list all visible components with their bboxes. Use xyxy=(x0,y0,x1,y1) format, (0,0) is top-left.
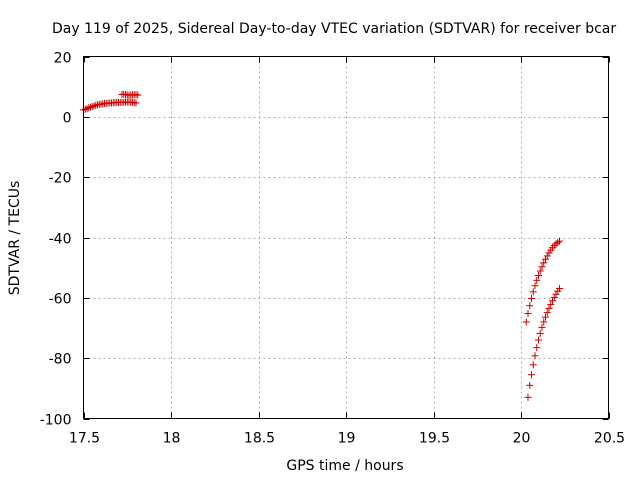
data-point-late-arc-2 xyxy=(549,297,556,305)
data-point-late-arc-2 xyxy=(526,381,534,389)
data-point-late-arc-1 xyxy=(533,276,541,284)
data-point-late-arc-1 xyxy=(531,282,539,290)
data-point-late-arc-1 xyxy=(536,267,544,275)
x-tick-label: 17.5 xyxy=(69,431,100,447)
data-point-late-arc-1 xyxy=(554,238,562,246)
data-point-late-arc-1 xyxy=(540,259,548,267)
data-point-late-arc-1 xyxy=(529,288,537,296)
data-point-early-arc-upper xyxy=(134,91,142,99)
data-point-late-arc-1 xyxy=(543,252,551,260)
data-point-late-arc-2 xyxy=(535,336,542,344)
data-point-late-arc-2 xyxy=(533,344,541,352)
x-tick-label: 19.5 xyxy=(419,431,450,447)
data-point-late-arc-1 xyxy=(538,263,546,271)
data-point-early-arc xyxy=(90,102,98,110)
y-tick-label: -80 xyxy=(49,352,72,368)
data-point-early-arc xyxy=(85,104,93,112)
chart-title: Day 119 of 2025, Sidereal Day-to-day VTE… xyxy=(52,21,616,37)
data-point-late-arc-1 xyxy=(526,302,534,310)
x-tick-label: 18.5 xyxy=(244,431,275,447)
grid xyxy=(83,56,609,419)
data-point-late-arc-2 xyxy=(543,309,551,317)
data-point-late-arc-1 xyxy=(556,237,563,245)
data-point-late-arc-2 xyxy=(536,329,544,337)
data-point-late-arc-2 xyxy=(542,313,549,321)
axis-ticks xyxy=(83,56,610,420)
data-point-late-arc-2 xyxy=(528,371,535,379)
data-point-late-arc-1 xyxy=(535,272,542,280)
data-point-late-arc-2 xyxy=(524,393,532,401)
data-point-late-arc-2 xyxy=(550,294,558,302)
y-axis-title: SDTVAR / TECUs xyxy=(7,181,23,296)
data-point-late-arc-2 xyxy=(547,300,555,308)
x-tick-label: 18 xyxy=(163,431,181,447)
y-tick-label: -100 xyxy=(40,413,72,429)
data-point-late-arc-2 xyxy=(545,304,553,312)
x-tick-label: 20 xyxy=(513,431,531,447)
data-point-late-arc-2 xyxy=(540,318,548,326)
data-point-early-arc xyxy=(87,103,94,111)
data-point-late-arc-2 xyxy=(529,361,537,369)
y-tick-label: -60 xyxy=(49,292,72,308)
data-point-early-arc xyxy=(92,101,100,109)
x-tick-label: 20.5 xyxy=(594,431,625,447)
data-point-late-arc-1 xyxy=(550,242,558,250)
data-point-late-arc-1 xyxy=(522,318,530,326)
x-axis-title: GPS time / hours xyxy=(286,458,403,474)
data-point-early-arc xyxy=(132,99,140,107)
data-point-early-arc xyxy=(88,103,96,111)
data-point-late-arc-2 xyxy=(531,352,539,360)
data-point-early-arc xyxy=(81,105,89,113)
data-point-early-arc-upper xyxy=(132,91,140,99)
tick-labels: 17.5 18 18.5 19 19.5 20 20.5 -100 -80 -60 -40 -20 0 2… xyxy=(40,51,625,447)
data-point-late-arc-2 xyxy=(556,284,563,292)
data-point-late-arc-1 xyxy=(524,310,532,318)
x-tick-label: 19 xyxy=(338,431,356,447)
data-point-early-arc xyxy=(83,105,91,113)
data-points xyxy=(80,90,563,401)
y-tick-label: 20 xyxy=(54,51,72,67)
plot-frame xyxy=(83,56,609,419)
data-point-late-arc-2 xyxy=(538,323,546,331)
data-point-late-arc-1 xyxy=(528,294,535,302)
y-tick-label: -40 xyxy=(49,232,72,248)
y-tick-label: -20 xyxy=(49,171,72,187)
y-tick-label: 0 xyxy=(63,111,72,127)
data-point-late-arc-1 xyxy=(542,255,549,263)
data-point-late-arc-2 xyxy=(552,290,560,298)
